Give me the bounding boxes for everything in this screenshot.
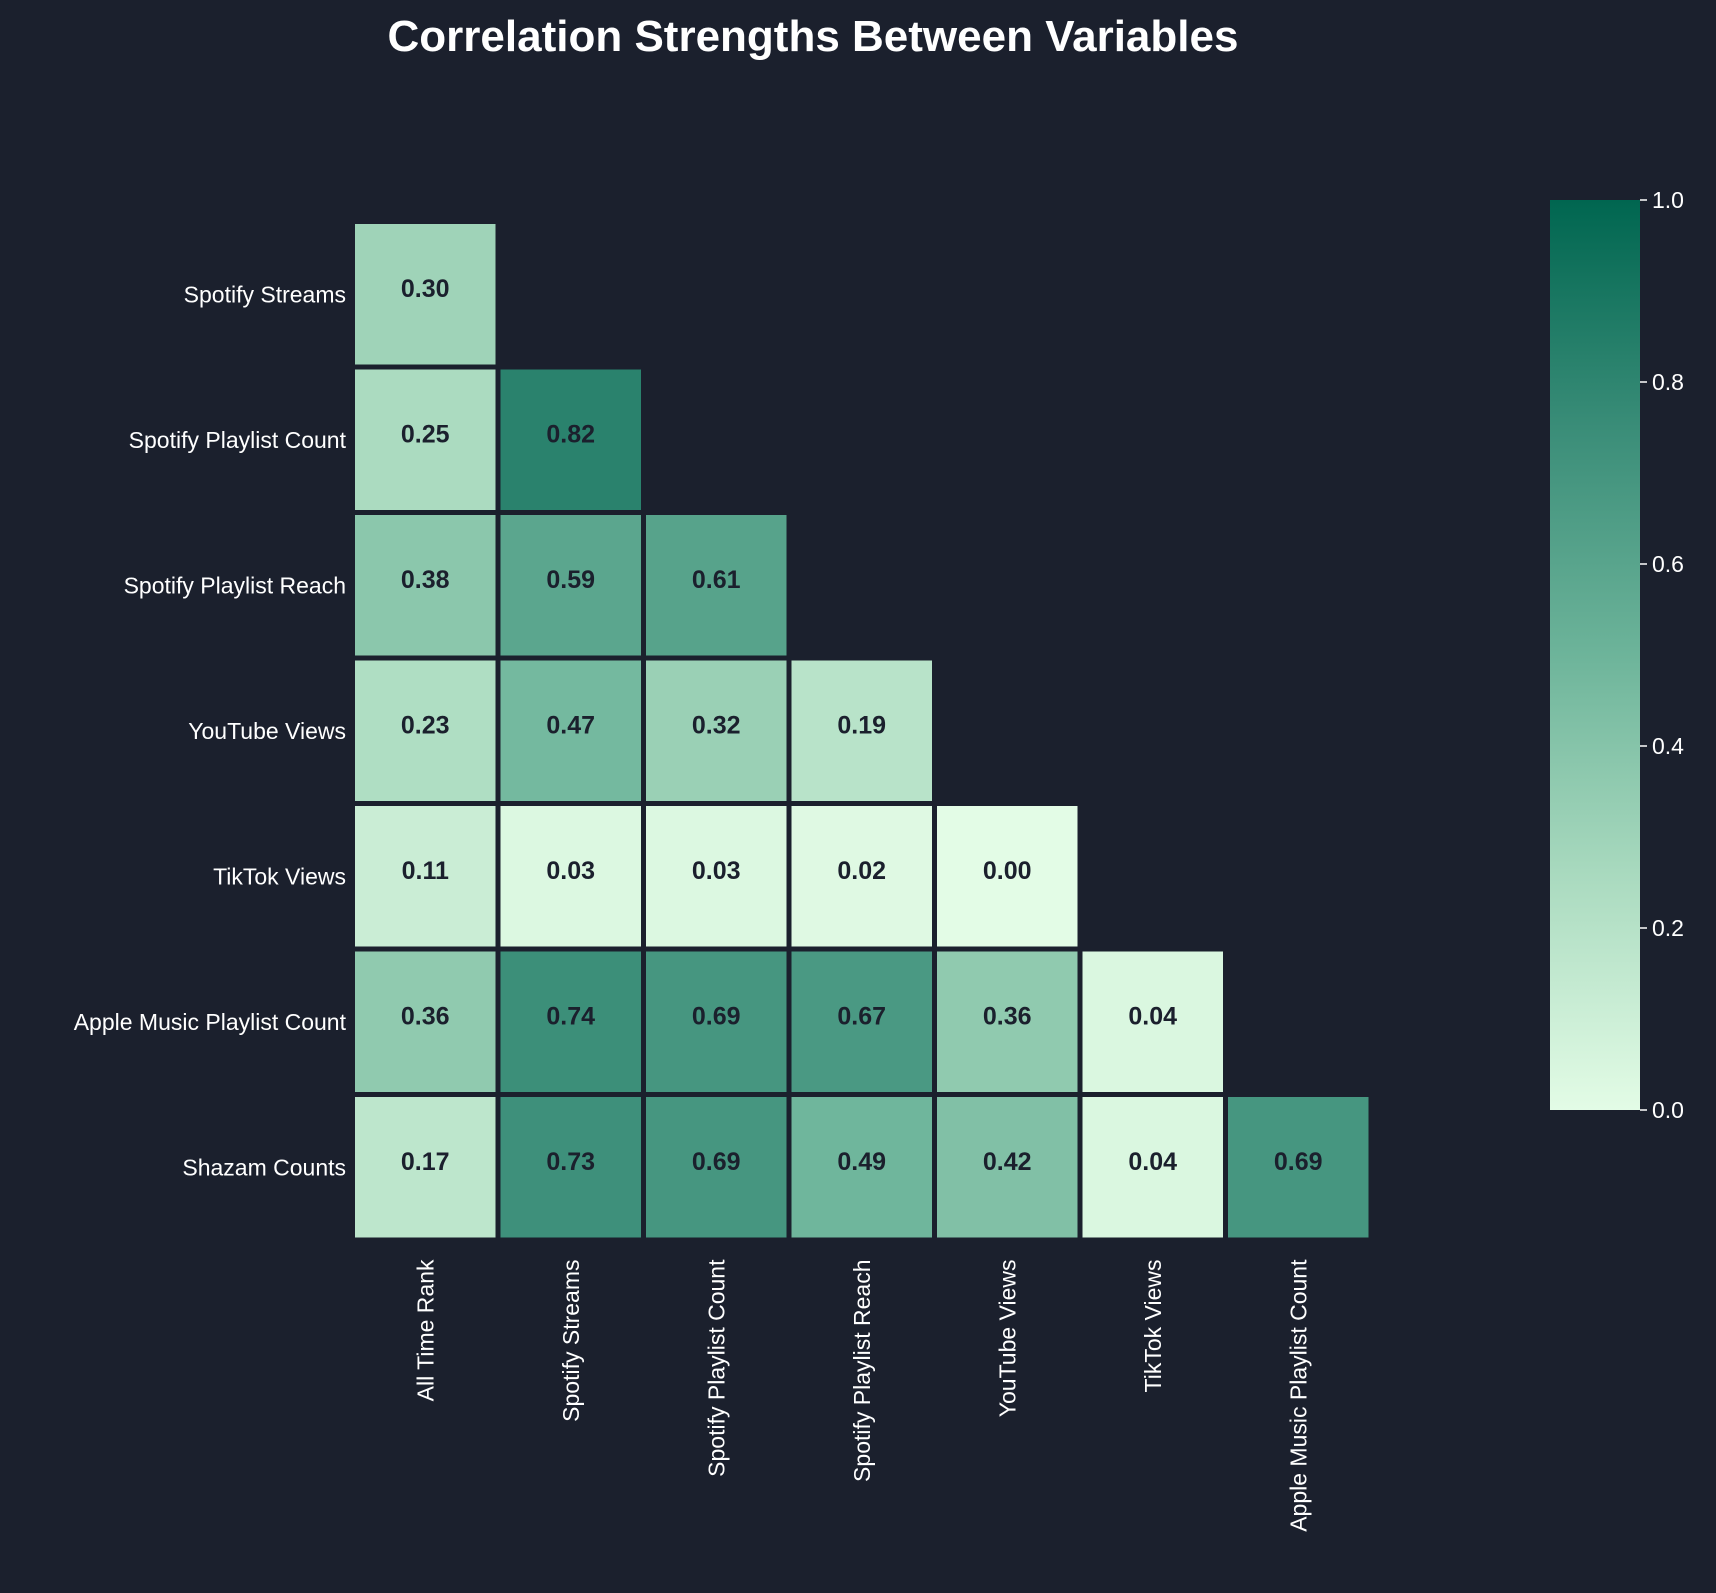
colorbar-tick-label: 0.0 bbox=[1652, 1097, 1684, 1123]
x-tick-label: Spotify Playlist Count bbox=[703, 1259, 729, 1477]
chart-title: Correlation Strengths Between Variables bbox=[387, 12, 1239, 61]
heatmap-cells: 0.30 0.25 0.82 0.38 0.59 0.61 0.23 0.47 0.32 0.19… bbox=[355, 224, 1369, 1238]
heatmap-cell bbox=[791, 806, 932, 947]
y-tick-label: Spotify Streams bbox=[184, 281, 346, 307]
heatmap-cell bbox=[1082, 1097, 1223, 1238]
heatmap-cell bbox=[1082, 951, 1223, 1092]
cell-value-label: 0.04 bbox=[1128, 1148, 1177, 1176]
heatmap-cell bbox=[500, 951, 641, 1092]
colorbar-gradient bbox=[1550, 200, 1640, 1110]
cell-value-label: 0.02 bbox=[837, 857, 886, 885]
heatmap-cell bbox=[646, 951, 787, 1092]
cell-value-label: 0.73 bbox=[546, 1148, 595, 1176]
heatmap-cell bbox=[500, 515, 641, 656]
cell-value-label: 0.11 bbox=[402, 857, 449, 885]
x-tick-label: Spotify Streams bbox=[558, 1260, 584, 1422]
heatmap-cell bbox=[937, 1097, 1078, 1238]
cell-value-label: 0.69 bbox=[692, 1148, 741, 1176]
heatmap-cell bbox=[937, 951, 1078, 1092]
colorbar: 0.0 0.2 0.4 0.6 0.8 1.0 bbox=[1550, 187, 1684, 1123]
x-tick-label: Apple Music Playlist Count bbox=[1285, 1259, 1311, 1532]
cell-value-label: 0.36 bbox=[983, 1002, 1032, 1030]
x-axis-labels: All Time Rank Spotify Streams Spotify Play… bbox=[412, 1259, 1311, 1532]
heatmap-cell bbox=[646, 515, 787, 656]
cell-value-label: 0.38 bbox=[401, 566, 450, 594]
colorbar-tick-label: 0.8 bbox=[1652, 369, 1684, 395]
heatmap-cell bbox=[355, 660, 496, 801]
heatmap-cell bbox=[1228, 1097, 1369, 1238]
cell-value-label: 0.04 bbox=[1128, 1002, 1177, 1030]
y-tick-label: Spotify Playlist Reach bbox=[124, 572, 346, 598]
cell-value-label: 0.19 bbox=[837, 711, 886, 739]
colorbar-tick-label: 0.2 bbox=[1652, 915, 1684, 941]
cell-value-label: 0.03 bbox=[546, 857, 595, 885]
cell-value-label: 0.03 bbox=[692, 857, 741, 885]
heatmap-cell bbox=[937, 806, 1078, 947]
x-tick-label: YouTube Views bbox=[994, 1260, 1020, 1418]
heatmap-cell bbox=[355, 224, 496, 365]
cell-value-label: 0.32 bbox=[692, 711, 741, 739]
heatmap-cell bbox=[791, 951, 932, 1092]
y-tick-label: YouTube Views bbox=[188, 718, 346, 744]
cell-value-label: 0.82 bbox=[546, 420, 595, 448]
cell-value-label: 0.36 bbox=[401, 1002, 450, 1030]
y-tick-label: TikTok Views bbox=[213, 863, 346, 889]
heatmap-cell bbox=[646, 1097, 787, 1238]
heatmap-cell bbox=[355, 369, 496, 510]
heatmap-cell bbox=[355, 951, 496, 1092]
heatmap-cell bbox=[791, 1097, 932, 1238]
heatmap-cell bbox=[355, 1097, 496, 1238]
y-tick-label: Spotify Playlist Count bbox=[129, 427, 347, 453]
cell-value-label: 0.69 bbox=[1274, 1148, 1323, 1176]
cell-value-label: 0.00 bbox=[983, 857, 1032, 885]
x-tick-label: TikTok Views bbox=[1140, 1260, 1166, 1393]
colorbar-tick-label: 0.6 bbox=[1652, 551, 1684, 577]
cell-value-label: 0.25 bbox=[401, 420, 450, 448]
cell-value-label: 0.30 bbox=[401, 275, 450, 303]
y-tick-label: Apple Music Playlist Count bbox=[74, 1009, 347, 1035]
cell-value-label: 0.42 bbox=[983, 1148, 1032, 1176]
colorbar-tick-label: 1.0 bbox=[1652, 187, 1684, 213]
cell-value-label: 0.59 bbox=[546, 566, 595, 594]
y-tick-label: Shazam Counts bbox=[182, 1154, 346, 1180]
heatmap-cell bbox=[355, 515, 496, 656]
x-tick-label: Spotify Playlist Reach bbox=[849, 1260, 875, 1482]
cell-value-label: 0.49 bbox=[837, 1148, 886, 1176]
colorbar-tick-label: 0.4 bbox=[1652, 733, 1684, 759]
cell-value-label: 0.17 bbox=[401, 1148, 450, 1176]
cell-value-label: 0.74 bbox=[546, 1002, 595, 1030]
heatmap-cell bbox=[355, 806, 496, 947]
heatmap-cell bbox=[500, 806, 641, 947]
heatmap-cell bbox=[646, 806, 787, 947]
cell-value-label: 0.69 bbox=[692, 1002, 741, 1030]
cell-value-label: 0.67 bbox=[837, 1002, 886, 1030]
heatmap-cell bbox=[500, 1097, 641, 1238]
heatmap-cell bbox=[791, 660, 932, 801]
heatmap-cell bbox=[646, 660, 787, 801]
heatmap-cell bbox=[500, 660, 641, 801]
heatmap-cell bbox=[500, 369, 641, 510]
cell-value-label: 0.23 bbox=[401, 711, 450, 739]
y-axis-labels: Spotify Streams Spotify Playlist Count Spo… bbox=[74, 281, 347, 1180]
cell-value-label: 0.61 bbox=[692, 566, 741, 594]
x-tick-label: All Time Rank bbox=[412, 1259, 438, 1401]
cell-value-label: 0.47 bbox=[546, 711, 595, 739]
